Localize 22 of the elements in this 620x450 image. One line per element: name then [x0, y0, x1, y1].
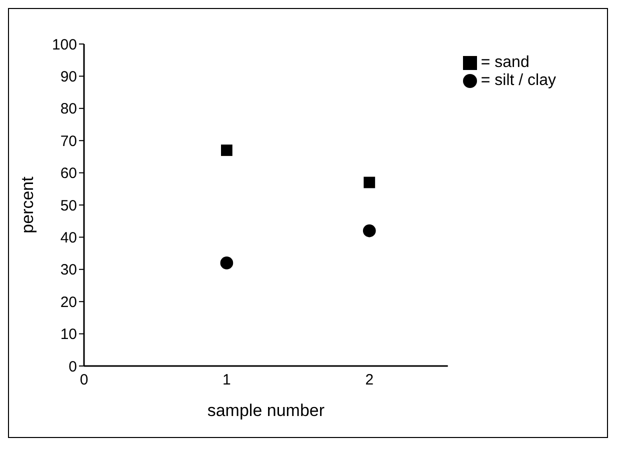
y-tick-label: 30 [60, 262, 77, 279]
x-tick-label: 0 [80, 372, 88, 389]
point [364, 176, 376, 188]
y-tick-label: 20 [60, 294, 77, 311]
x-tick-label: 2 [365, 372, 374, 389]
x-tick-label: 1 [222, 372, 231, 389]
y-axis-title: percent [18, 176, 38, 234]
y-tick-label: 60 [60, 165, 77, 182]
y-tick-label: 70 [60, 132, 77, 150]
y-tick-label: 80 [60, 100, 77, 118]
y-tick-label: 50 [60, 197, 77, 214]
legend-label: = silt / clay [480, 72, 556, 89]
x-axis-title: sample number [207, 401, 325, 420]
y-tick-label: 40 [60, 230, 77, 247]
legend-label: = sand [480, 54, 530, 71]
point [362, 224, 376, 238]
y-tick-label: 0 [68, 358, 77, 376]
point [220, 144, 232, 156]
y-tick-label: 10 [60, 326, 77, 344]
y-tick-label: 100 [52, 36, 77, 54]
point [220, 256, 234, 270]
y-tick-label: 90 [60, 68, 77, 86]
